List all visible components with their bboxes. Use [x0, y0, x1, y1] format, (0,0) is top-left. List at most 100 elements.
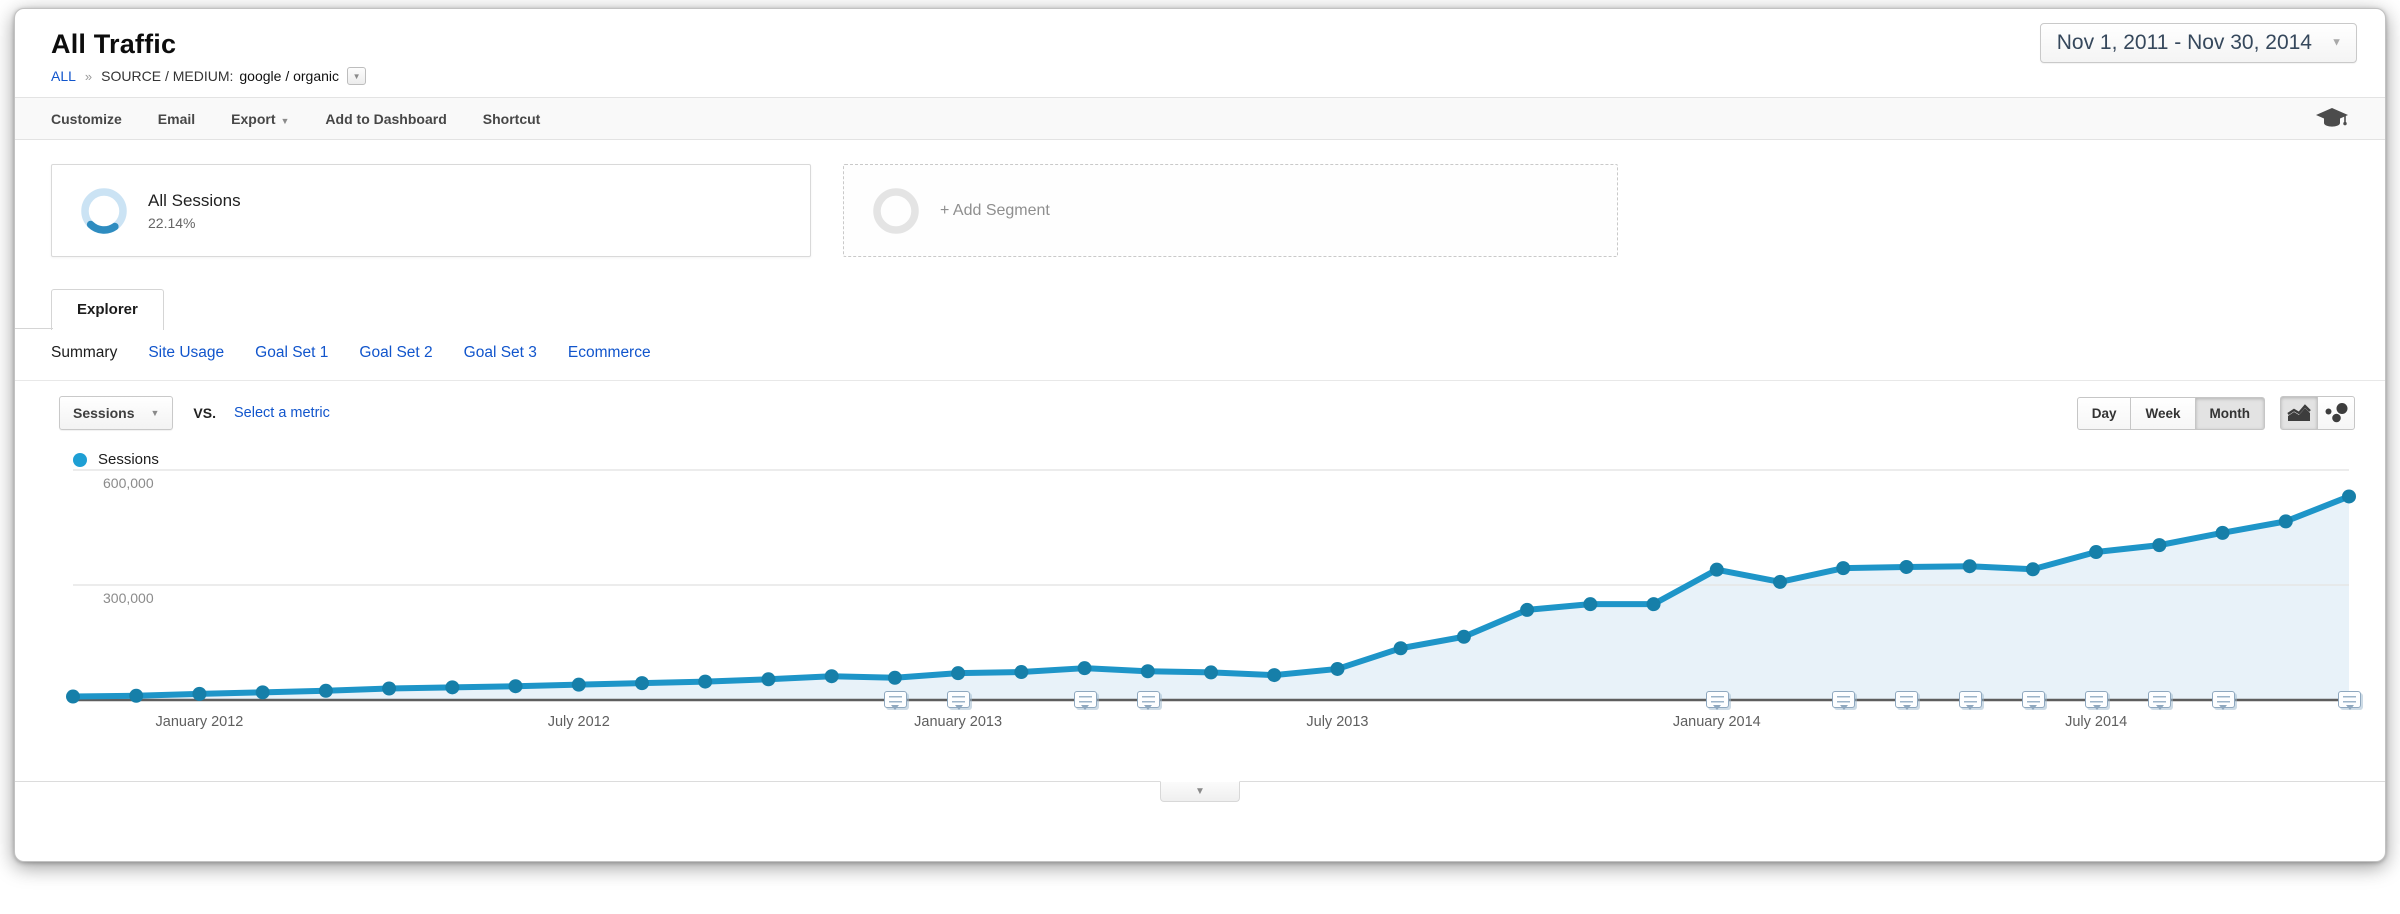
- data-point[interactable]: [761, 672, 776, 687]
- shortcut-button[interactable]: Shortcut: [482, 110, 541, 127]
- customize-button[interactable]: Customize: [51, 110, 122, 127]
- data-point[interactable]: [1330, 661, 1345, 676]
- email-button[interactable]: Email: [157, 110, 196, 127]
- segments-bar: All Sessions 22.14% + Add Segment: [15, 140, 2385, 279]
- annotation-flag-lines: [1963, 696, 1977, 704]
- subnav-site-usage[interactable]: Site Usage: [148, 344, 225, 361]
- data-point[interactable]: [1773, 574, 1787, 589]
- data-point[interactable]: [2342, 489, 2356, 504]
- sessions-line-chart[interactable]: 600,000 300,000 January 2012 July 2012 Janua…: [35, 468, 2365, 758]
- granularity-day-button[interactable]: Day: [2076, 396, 2132, 430]
- subnav-goal-set-3[interactable]: Goal Set 3: [463, 344, 537, 361]
- data-point[interactable]: [1077, 661, 1092, 676]
- motion-chart-icon: [2325, 403, 2348, 423]
- annotation-flag-icon[interactable]: [1895, 691, 1919, 710]
- data-point[interactable]: [951, 666, 966, 681]
- line-chart-icon: [2287, 404, 2311, 421]
- data-point[interactable]: [1962, 559, 1977, 574]
- export-button[interactable]: Export ▼: [231, 111, 289, 127]
- granularity-month-button[interactable]: Month: [2194, 396, 2265, 430]
- data-point[interactable]: [1140, 664, 1155, 679]
- annotation-flag-icon[interactable]: [1958, 691, 1982, 710]
- intelligence-events-button[interactable]: [2315, 107, 2349, 131]
- data-point[interactable]: [2152, 538, 2167, 553]
- data-point[interactable]: [698, 674, 713, 689]
- x-axis-label: July 2014: [2065, 714, 2128, 730]
- annotation-flag-lines: [2090, 696, 2104, 704]
- data-point[interactable]: [66, 689, 80, 704]
- data-point[interactable]: [1836, 561, 1851, 576]
- annotation-flag-icon[interactable]: [2148, 691, 2172, 710]
- data-point[interactable]: [382, 681, 397, 696]
- breadcrumb: ALL » SOURCE / MEDIUM: google / organic …: [15, 60, 2385, 97]
- metric-dropdown[interactable]: Sessions ▼: [59, 396, 174, 430]
- subnav-summary[interactable]: Summary: [51, 344, 118, 361]
- chevron-down-icon: ▼: [280, 115, 290, 126]
- data-point[interactable]: [508, 679, 523, 694]
- line-chart-button[interactable]: [2280, 396, 2318, 430]
- data-point[interactable]: [318, 683, 333, 698]
- select-a-metric-link[interactable]: Select a metric: [233, 405, 330, 421]
- annotation-flag-icon[interactable]: [1073, 691, 1097, 710]
- granularity-controls: Day Week Month: [2076, 396, 2355, 430]
- data-point[interactable]: [445, 680, 460, 695]
- annotation-flag-icon[interactable]: [883, 691, 907, 710]
- data-point[interactable]: [571, 677, 586, 692]
- data-point[interactable]: [2089, 545, 2104, 560]
- x-axis-label: July 2012: [547, 714, 610, 730]
- data-point[interactable]: [2278, 514, 2293, 529]
- annotation-flag-icon[interactable]: [1705, 691, 1729, 710]
- segment-all-sessions[interactable]: All Sessions 22.14%: [51, 164, 811, 257]
- annotation-flag-lines: [1710, 696, 1724, 704]
- subnav-goal-set-1[interactable]: Goal Set 1: [255, 344, 329, 361]
- chart-canvas[interactable]: [35, 468, 2365, 720]
- annotation-flag-lines: [1078, 696, 1092, 704]
- data-point[interactable]: [192, 686, 207, 701]
- annotation-flag-lines: [2026, 696, 2040, 704]
- data-point[interactable]: [1204, 665, 1218, 680]
- data-point[interactable]: [1646, 597, 1661, 612]
- tab-explorer[interactable]: Explorer: [51, 289, 164, 330]
- segment-name: All Sessions: [148, 190, 241, 210]
- add-to-dashboard-button[interactable]: Add to Dashboard: [325, 110, 447, 127]
- data-point[interactable]: [2215, 525, 2230, 540]
- data-point[interactable]: [1520, 602, 1535, 617]
- annotation-flag-icon[interactable]: [1136, 691, 1160, 710]
- sessions-legend-dot-icon: [73, 452, 87, 467]
- add-segment-button[interactable]: + Add Segment: [843, 164, 1618, 257]
- annotation-flag-icon[interactable]: [2021, 691, 2045, 710]
- annotation-flag-icon[interactable]: [2211, 691, 2235, 710]
- segment-info: All Sessions 22.14%: [148, 191, 241, 231]
- data-point[interactable]: [1899, 559, 1914, 574]
- data-point[interactable]: [1583, 597, 1598, 612]
- annotation-flag-icon[interactable]: [2085, 691, 2109, 710]
- data-point[interactable]: [824, 669, 839, 684]
- data-point[interactable]: [1267, 668, 1282, 683]
- chart-type-button-group: [2280, 396, 2355, 430]
- annotation-flag-lines: [1837, 696, 1851, 704]
- annotation-flag-icon[interactable]: [947, 691, 971, 710]
- data-point[interactable]: [887, 670, 902, 685]
- x-axis-label: January 2014: [1672, 714, 1761, 730]
- data-point[interactable]: [2025, 562, 2040, 577]
- data-point[interactable]: [129, 688, 144, 703]
- data-point[interactable]: [1709, 562, 1724, 577]
- y-axis-label: 600,000: [103, 475, 154, 491]
- annotation-flag-icon[interactable]: [1832, 691, 1856, 710]
- motion-chart-button[interactable]: [2317, 396, 2355, 430]
- granularity-week-button[interactable]: Week: [2130, 396, 2196, 430]
- date-range-selector[interactable]: Nov 1, 2011 - Nov 30, 2014 ▼: [2039, 23, 2357, 63]
- data-point[interactable]: [1393, 641, 1408, 656]
- export-label: Export: [231, 110, 276, 127]
- data-point[interactable]: [1014, 665, 1029, 680]
- subnav-ecommerce[interactable]: Ecommerce: [567, 344, 651, 361]
- annotation-flag-icon[interactable]: [2338, 691, 2361, 710]
- annotations-expander[interactable]: ▼: [1160, 781, 1240, 802]
- data-point[interactable]: [635, 676, 649, 691]
- data-point[interactable]: [255, 685, 270, 700]
- annotation-flag-lines: [952, 696, 966, 704]
- breadcrumb-dropdown[interactable]: ▼: [347, 67, 367, 85]
- breadcrumb-all-link[interactable]: ALL: [51, 68, 76, 84]
- subnav-goal-set-2[interactable]: Goal Set 2: [359, 344, 433, 361]
- data-point[interactable]: [1456, 629, 1471, 644]
